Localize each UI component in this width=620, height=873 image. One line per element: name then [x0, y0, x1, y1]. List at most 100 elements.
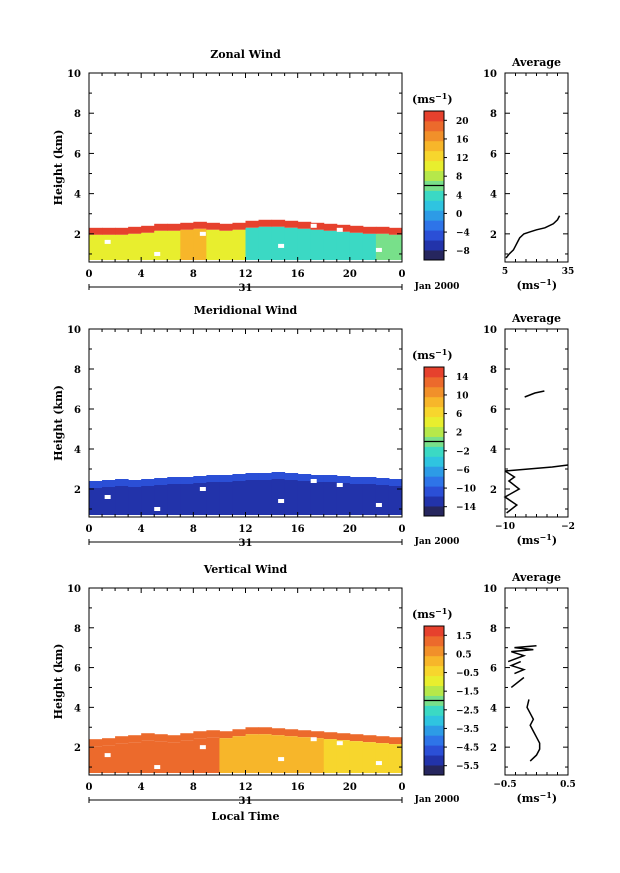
- heatmap-cell: [245, 220, 260, 228]
- colorbar-swatch: [424, 130, 444, 142]
- unit-close: ): [552, 279, 557, 292]
- missing-data-cell: [104, 495, 111, 499]
- colorbar-swatch: [424, 386, 444, 398]
- heatmap-cell: [375, 233, 390, 260]
- missing-data-cell: [336, 741, 343, 746]
- y-tick-label: 10: [67, 69, 81, 80]
- colorbar-tick-label: −0.5: [456, 669, 479, 679]
- heatmap-cell: [219, 731, 233, 739]
- month-label: Jan 2000: [414, 537, 460, 547]
- profile-line: [526, 699, 541, 762]
- heatmap-cell: [297, 730, 312, 738]
- x-tick-label: 12: [239, 269, 253, 280]
- heatmap-cell: [115, 227, 129, 235]
- heatmap-cell: [128, 735, 142, 743]
- colorbar-swatch: [424, 367, 444, 378]
- heatmap-cell: [102, 487, 116, 515]
- heatmap-cell: [297, 737, 312, 774]
- heatmap-cell: [128, 742, 142, 774]
- y-tick-label: 10: [67, 325, 81, 336]
- colorbar-tick-label: 1.5: [456, 632, 472, 642]
- heatmap-cell: [219, 738, 233, 774]
- colorbar-tick-label: −6: [456, 466, 470, 476]
- y-tick-label: 8: [74, 109, 81, 120]
- profile-title: Average: [511, 56, 561, 69]
- heatmap-cell: [115, 486, 129, 515]
- heatmap-cell: [232, 736, 246, 774]
- panel-2: Meridional Wind 2 4 6 8 10 Height (km) 0 4 8 12 16 2…: [52, 304, 575, 549]
- heatmap-cell: [232, 729, 246, 737]
- x-tick-label: 0: [399, 782, 406, 793]
- x-tick-label: 12: [239, 524, 253, 535]
- heatmap-cell: [310, 475, 325, 482]
- profile-frame: [504, 72, 569, 263]
- profile-y-tick-label: 10: [483, 325, 497, 336]
- month-label: Jan 2000: [414, 282, 460, 292]
- profile-y-tick-label: 10: [483, 584, 497, 595]
- colorbar-swatch: [424, 626, 444, 637]
- heatmap: [89, 219, 403, 260]
- colorbar-tick-label: 14: [456, 373, 469, 383]
- missing-data-cell: [375, 503, 382, 507]
- heatmap: [89, 472, 403, 515]
- missing-data-cell: [154, 507, 161, 511]
- heatmap-cell: [141, 232, 155, 260]
- heatmap-cell: [232, 229, 246, 260]
- missing-data-cell: [375, 247, 382, 252]
- heatmap-cell: [180, 222, 194, 230]
- profile-y-tick-label: 8: [490, 109, 497, 120]
- colorbar-swatch: [424, 735, 444, 746]
- colorbar-swatch: [424, 685, 444, 696]
- x-tick-label: 4: [138, 782, 145, 793]
- heatmap-cell: [232, 474, 246, 481]
- heatmap-cell: [271, 735, 286, 774]
- heatmap-cell: [128, 480, 142, 487]
- unit-exponent: −1: [540, 277, 552, 287]
- heatmap-cell: [310, 731, 325, 739]
- profile-y-tick-label: 4: [490, 445, 497, 456]
- heatmap-cell: [362, 477, 377, 484]
- colorbar-swatch: [424, 665, 444, 677]
- colorbar-swatch: [424, 240, 444, 251]
- heatmap-cell: [141, 486, 155, 515]
- heatmap-cell: [232, 222, 246, 230]
- heatmap-cell: [336, 224, 351, 232]
- profile-line: [507, 644, 537, 663]
- heatmap-cell: [323, 739, 338, 774]
- profile-title: Average: [511, 312, 561, 325]
- heatmap-cell: [102, 745, 116, 774]
- colorbar-tick-label: 2: [456, 429, 462, 439]
- heatmap-cell: [349, 484, 364, 515]
- y-tick-label: 4: [74, 190, 81, 201]
- heatmap-cell: [141, 733, 155, 741]
- heatmap-cell: [362, 233, 377, 260]
- heatmap-cell: [297, 221, 312, 229]
- colorbar-tick-label: −14: [456, 503, 476, 513]
- missing-data-cell: [375, 761, 382, 766]
- heatmap-cell: [362, 742, 377, 774]
- x-tick-label: 8: [190, 782, 197, 793]
- colorbar-unit: (ms−1): [412, 347, 453, 362]
- heatmap-cell: [154, 478, 168, 485]
- colorbar-swatch: [424, 376, 444, 388]
- x-tick-label: 20: [343, 524, 357, 535]
- heatmap-cell: [115, 736, 129, 744]
- colorbar-tick-label: −2: [456, 447, 470, 457]
- heatmap-cell: [154, 734, 168, 742]
- colorbar: −5.5 −4.5 −3.5 −2.5 −1.5 −0.5 0.5 1.5 (ms−1): [412, 606, 479, 776]
- colorbar-swatch: [424, 140, 444, 152]
- heatmap-cell: [245, 473, 260, 480]
- missing-data-cell: [310, 223, 317, 228]
- unit-base: (ms: [412, 608, 435, 621]
- y-tick-label: 6: [74, 664, 81, 675]
- x-tick-label: 0: [399, 269, 406, 280]
- y-tick-label: 2: [74, 743, 81, 754]
- heatmap-cell: [336, 476, 351, 483]
- heatmap-cell: [89, 739, 103, 747]
- heatmap-cell: [284, 227, 299, 260]
- heatmap-cell: [219, 223, 233, 231]
- month-label: Jan 2000: [414, 795, 460, 805]
